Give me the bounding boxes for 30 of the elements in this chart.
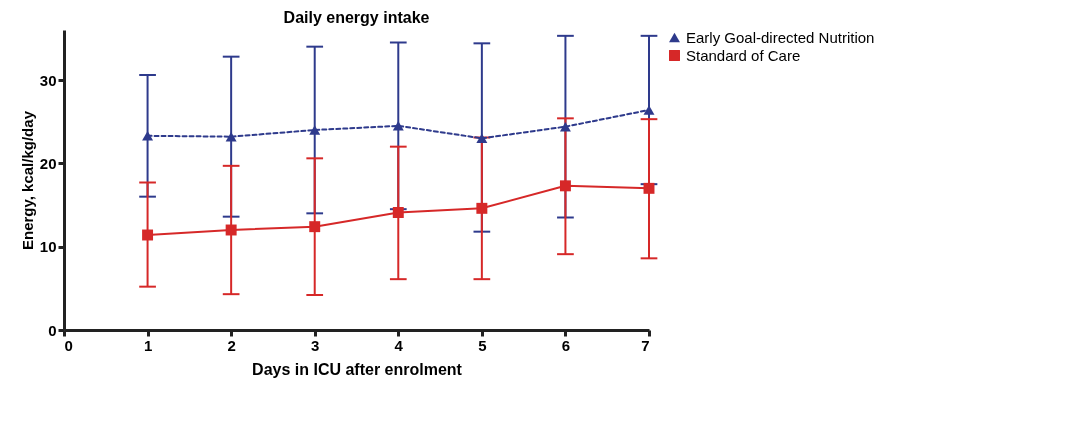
x-tick-label: 3 — [311, 336, 320, 354]
y-axis-title: Energy, kcal/kg/day — [18, 110, 36, 250]
point — [392, 207, 404, 218]
point — [643, 182, 655, 194]
legend-label: Standard of Care — [686, 46, 801, 64]
y-tick-label: 30 — [39, 71, 57, 89]
chart-title: Daily energy intake — [283, 9, 430, 26]
legend-label: Early Goal-directed Nutrition — [686, 28, 875, 46]
x-tick-label: 5 — [478, 336, 487, 354]
point — [392, 121, 404, 131]
point — [225, 224, 237, 236]
point — [309, 221, 321, 233]
x-tick-label: 4 — [394, 336, 404, 354]
y-tick-label: 0 — [48, 321, 57, 339]
point — [142, 131, 154, 141]
point — [225, 131, 237, 142]
point — [476, 202, 488, 214]
y-tick-label: 10 — [39, 238, 57, 256]
y-tick-label: 20 — [39, 154, 57, 172]
x-tick-label: 0 — [64, 336, 73, 354]
point — [142, 229, 154, 241]
x-tick-label: 2 — [227, 336, 236, 354]
x-tick-label: 6 — [561, 336, 571, 354]
point — [559, 180, 571, 192]
point — [559, 121, 571, 132]
point — [476, 133, 488, 144]
point — [309, 125, 321, 135]
x-axis-title: Days in ICU after enrolment — [252, 360, 463, 378]
x-tick-label: 1 — [143, 336, 153, 354]
x-tick-label: 7 — [641, 336, 650, 354]
